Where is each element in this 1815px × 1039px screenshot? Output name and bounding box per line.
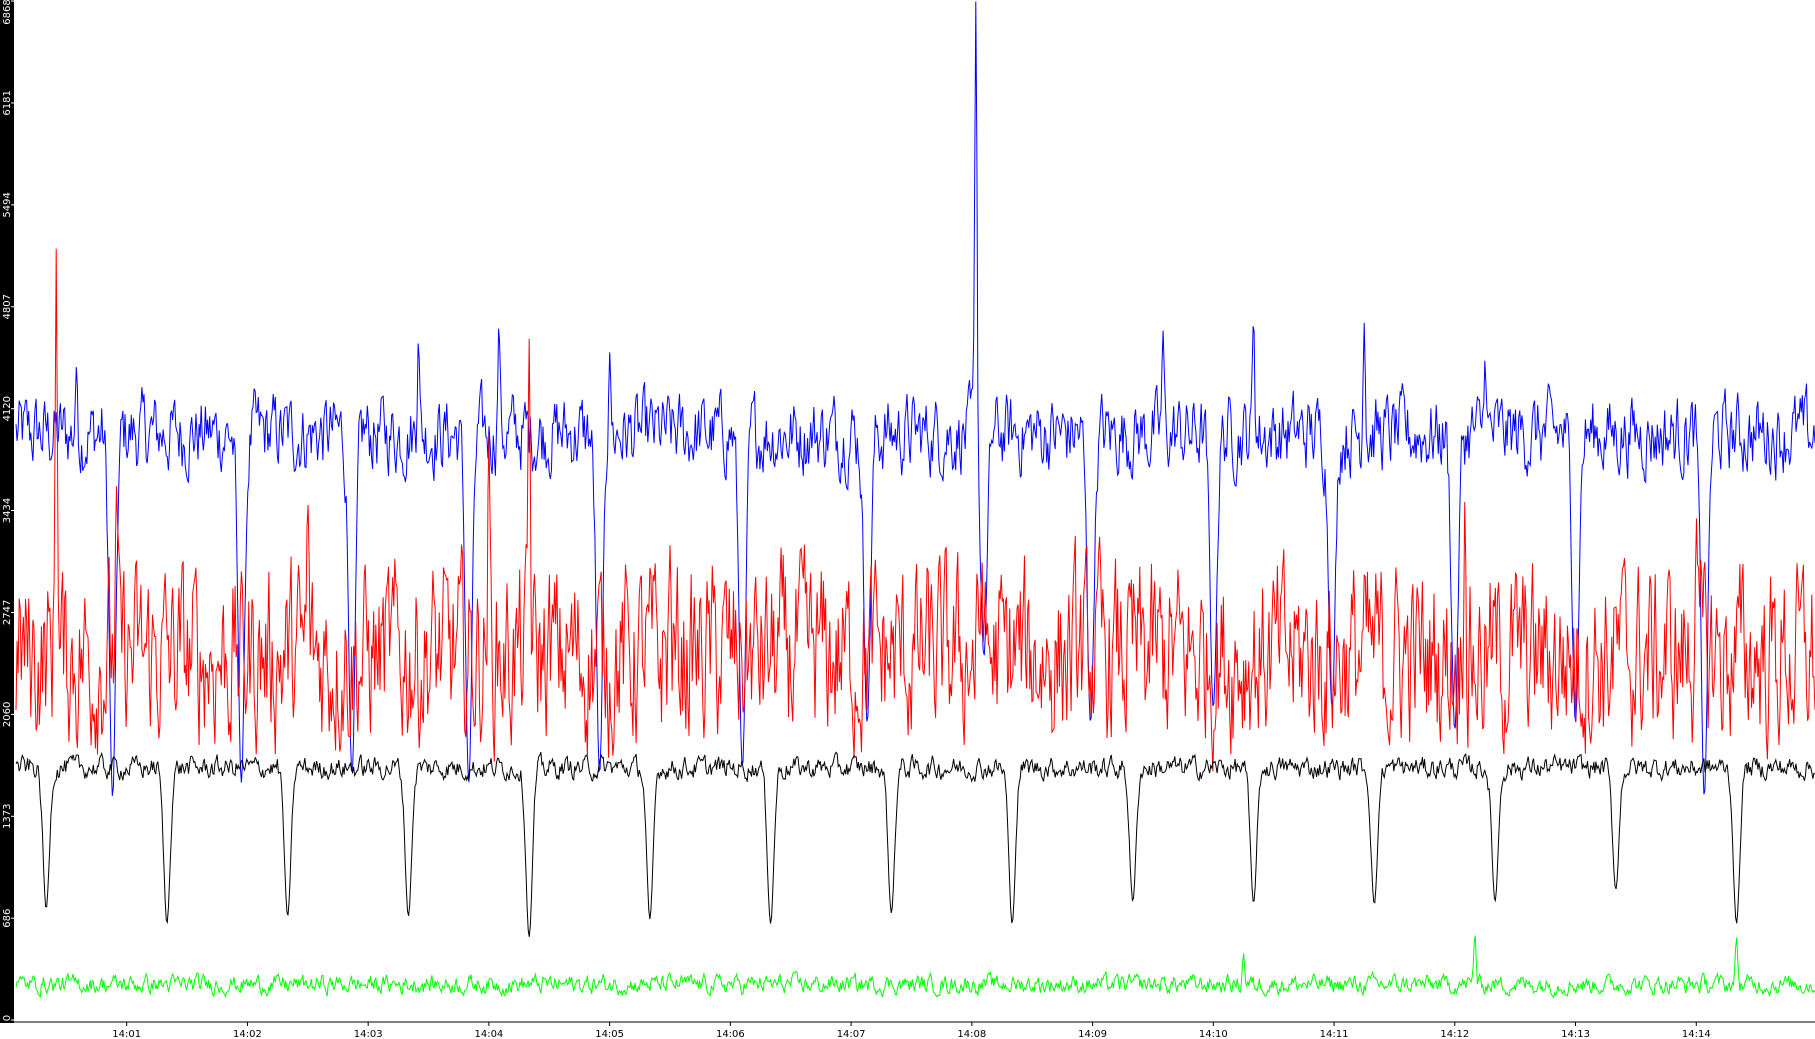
series-line-2 bbox=[15, 751, 1815, 937]
x-tick-label: 14:09 bbox=[1078, 1029, 1107, 1039]
y-tick-label: 3434 bbox=[2, 498, 13, 523]
y-tick-label: 0 bbox=[2, 1015, 13, 1021]
series-layer bbox=[15, 1, 1815, 999]
x-tick-label: 14:10 bbox=[1199, 1029, 1228, 1039]
series-line-1 bbox=[15, 248, 1815, 772]
x-tick-labels: 14:01 14:02 14:03 14:04 14:05 14:06 14:07 14:08… bbox=[112, 1022, 1711, 1039]
y-tick-labels: 0 686 1373 2060 2747 3434 4120 4807 5494 6181 6868 bbox=[2, 0, 14, 1021]
x-tick-label: 14:12 bbox=[1440, 1029, 1469, 1039]
y-tick-label: 4807 bbox=[2, 294, 13, 319]
y-tick-label: 6181 bbox=[2, 90, 13, 115]
x-tick-label: 14:11 bbox=[1320, 1029, 1349, 1039]
y-tick-label: 2060 bbox=[2, 702, 13, 727]
x-tick-label: 14:04 bbox=[474, 1029, 503, 1039]
y-tick-label: 1373 bbox=[2, 804, 13, 829]
x-tick-label: 14:01 bbox=[112, 1029, 141, 1039]
y-tick-label: 686 bbox=[2, 909, 13, 928]
y-tick-label: 4120 bbox=[2, 396, 13, 421]
x-tick-label: 14:05 bbox=[595, 1029, 624, 1039]
series-line-0 bbox=[15, 1, 1815, 796]
x-tick-label: 14:08 bbox=[957, 1029, 986, 1039]
x-tick-label: 14:06 bbox=[716, 1029, 745, 1039]
y-axis-bar bbox=[0, 0, 14, 1023]
x-tick-label: 14:07 bbox=[837, 1029, 866, 1039]
x-tick-label: 14:02 bbox=[233, 1029, 262, 1039]
y-tick-label: 6868 bbox=[2, 0, 13, 25]
y-tick-label: 2747 bbox=[2, 600, 13, 625]
x-tick-label: 14:14 bbox=[1682, 1029, 1711, 1039]
series-line-3 bbox=[15, 935, 1815, 999]
x-tick-label: 14:13 bbox=[1561, 1029, 1590, 1039]
x-tick-label: 14:03 bbox=[354, 1029, 383, 1039]
y-tick-label: 5494 bbox=[2, 192, 13, 217]
